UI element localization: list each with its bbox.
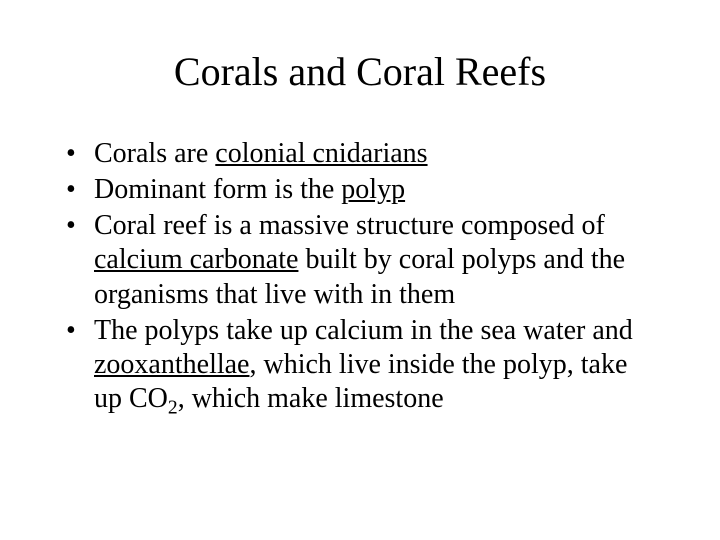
underlined-term: polyp bbox=[341, 174, 405, 205]
underlined-term: zooxanthellae bbox=[94, 349, 249, 380]
list-item: Corals are colonial cnidarians bbox=[60, 137, 660, 171]
bullet-text: The polyps take up calcium in the sea wa… bbox=[94, 315, 633, 346]
bullet-list: Corals are colonial cnidarians Dominant … bbox=[60, 137, 660, 416]
underlined-term: calcium carbonate bbox=[94, 244, 298, 275]
bullet-text: Dominant form is the bbox=[94, 174, 341, 205]
list-item: The polyps take up calcium in the sea wa… bbox=[60, 314, 660, 416]
bullet-text: Coral reef is a massive structure compos… bbox=[94, 210, 605, 241]
underlined-term: colonial cnidarians bbox=[215, 138, 427, 169]
subscript: 2 bbox=[168, 398, 178, 419]
slide-title: Corals and Coral Reefs bbox=[60, 48, 660, 95]
slide: Corals and Coral Reefs Corals are coloni… bbox=[0, 0, 720, 540]
bullet-text: , which make limestone bbox=[178, 383, 444, 414]
list-item: Coral reef is a massive structure compos… bbox=[60, 209, 660, 311]
bullet-text: Corals are bbox=[94, 138, 215, 169]
list-item: Dominant form is the polyp bbox=[60, 173, 660, 207]
